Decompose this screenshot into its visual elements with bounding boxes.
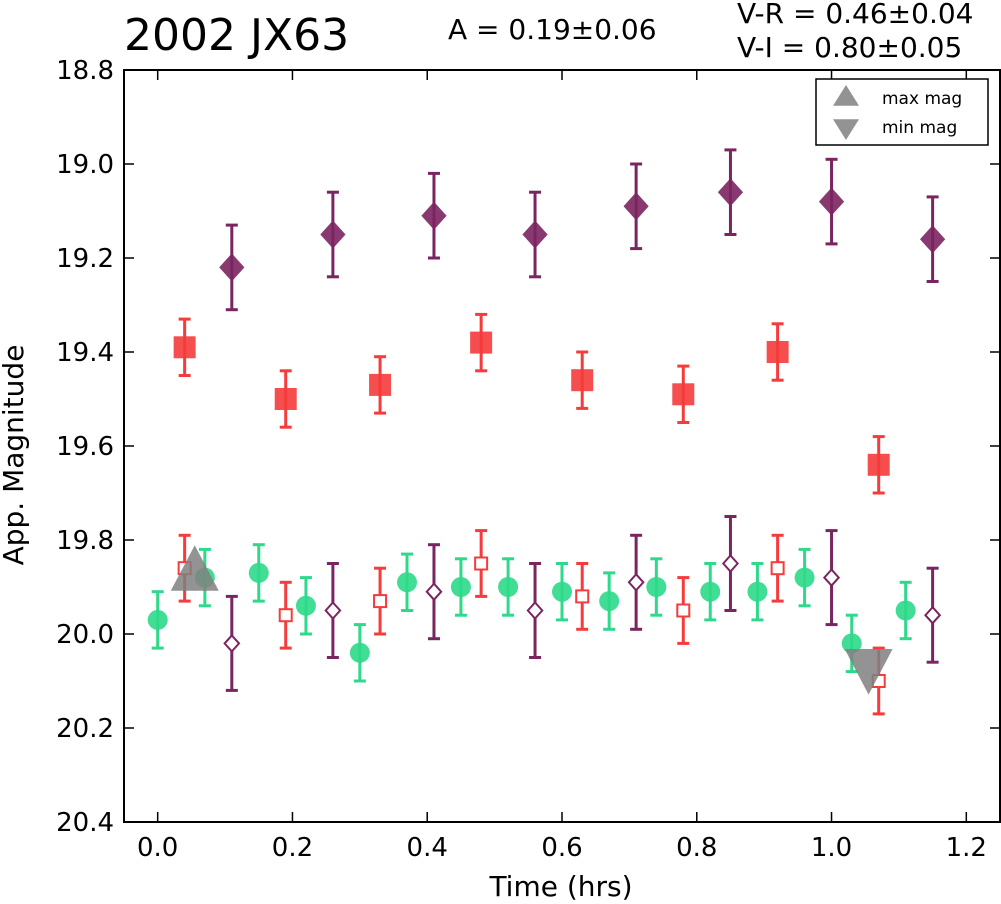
data-point xyxy=(474,556,489,571)
data-point xyxy=(223,633,241,653)
y-tick-label: 20.4 xyxy=(56,808,114,838)
data-point xyxy=(818,187,845,216)
data-point xyxy=(526,601,544,620)
x-tick-label: 0.6 xyxy=(541,833,582,863)
x-tick-label: 0.8 xyxy=(676,833,717,863)
y-tick-label: 20.0 xyxy=(56,620,114,650)
data-point xyxy=(717,178,744,207)
data-point xyxy=(219,253,245,282)
data-point xyxy=(599,591,620,612)
chart-title: 2002 JX63 xyxy=(124,10,350,61)
legend-min-mag-icon xyxy=(833,119,859,140)
x-tick-label: 1.0 xyxy=(811,833,852,863)
x-tick-label: 0.2 xyxy=(272,833,313,863)
data-point xyxy=(700,581,721,602)
data-point xyxy=(841,633,862,654)
series-r xyxy=(173,312,890,495)
amplitude-label: A = 0.19±0.06 xyxy=(448,13,657,46)
y-tick-label: 20.2 xyxy=(56,714,114,744)
y-tick-label: 19.6 xyxy=(56,432,114,462)
min-mag-marker xyxy=(844,649,893,695)
data-point xyxy=(324,601,342,620)
axis-ticks: 0.0 0.2 0.4 0.6 0.8 1.0 1.2 18.8 19.0 19.2 19.4 19.… xyxy=(56,56,1000,863)
x-axis-label: Time (hrs) xyxy=(489,870,633,903)
data-point xyxy=(320,220,346,249)
data-point xyxy=(373,594,388,609)
series-v xyxy=(147,543,916,683)
data-point xyxy=(173,336,196,359)
data-point xyxy=(421,201,447,230)
data-point xyxy=(450,577,471,597)
v-i-color-label: V-I = 0.80±0.05 xyxy=(737,31,963,64)
x-tick-label: 1.2 xyxy=(946,833,987,863)
legend-label: min mag xyxy=(882,118,957,138)
data-point xyxy=(278,608,293,623)
data-point xyxy=(425,582,443,602)
data-point xyxy=(522,220,548,249)
data-point xyxy=(770,561,785,576)
x-tick-label: 0.4 xyxy=(407,833,448,863)
data-point xyxy=(924,605,942,625)
data-point xyxy=(349,642,370,663)
max-mag-marker xyxy=(170,545,219,591)
y-tick-label: 19.4 xyxy=(56,338,114,368)
data-point xyxy=(867,453,890,476)
data-point xyxy=(676,603,691,618)
data-point xyxy=(274,388,297,410)
plot-marks xyxy=(147,148,946,716)
series-i-v xyxy=(223,515,942,692)
data-point xyxy=(248,562,269,583)
data-point xyxy=(470,331,493,354)
data-point xyxy=(721,554,740,573)
data-point xyxy=(646,577,667,597)
x-tick-label: 0.0 xyxy=(137,833,178,863)
data-point xyxy=(822,568,841,588)
data-point xyxy=(672,383,695,406)
data-point xyxy=(397,572,418,593)
y-tick-label: 19.2 xyxy=(56,244,114,274)
y-tick-label: 19.0 xyxy=(56,150,114,180)
plot-frame xyxy=(123,69,1001,823)
data-point xyxy=(766,341,789,363)
legend: max mag min mag xyxy=(815,78,989,146)
data-point xyxy=(895,600,916,621)
v-r-color-label: V-R = 0.46±0.04 xyxy=(737,0,974,30)
data-point xyxy=(623,192,649,221)
data-point xyxy=(498,577,519,597)
legend-max-mag-icon xyxy=(833,85,859,106)
y-tick-label: 18.8 xyxy=(56,56,114,86)
data-point xyxy=(794,567,815,588)
legend-label: max mag xyxy=(882,89,962,109)
data-point xyxy=(575,589,590,604)
y-tick-label: 19.8 xyxy=(56,526,114,556)
data-point xyxy=(369,373,392,396)
data-point xyxy=(571,369,594,392)
data-point xyxy=(747,581,768,602)
data-point xyxy=(147,609,168,630)
data-point xyxy=(627,572,645,592)
series-i xyxy=(219,148,946,312)
data-point xyxy=(295,595,316,616)
data-point xyxy=(552,581,572,602)
data-point xyxy=(920,225,946,254)
series-r-v xyxy=(177,529,886,716)
